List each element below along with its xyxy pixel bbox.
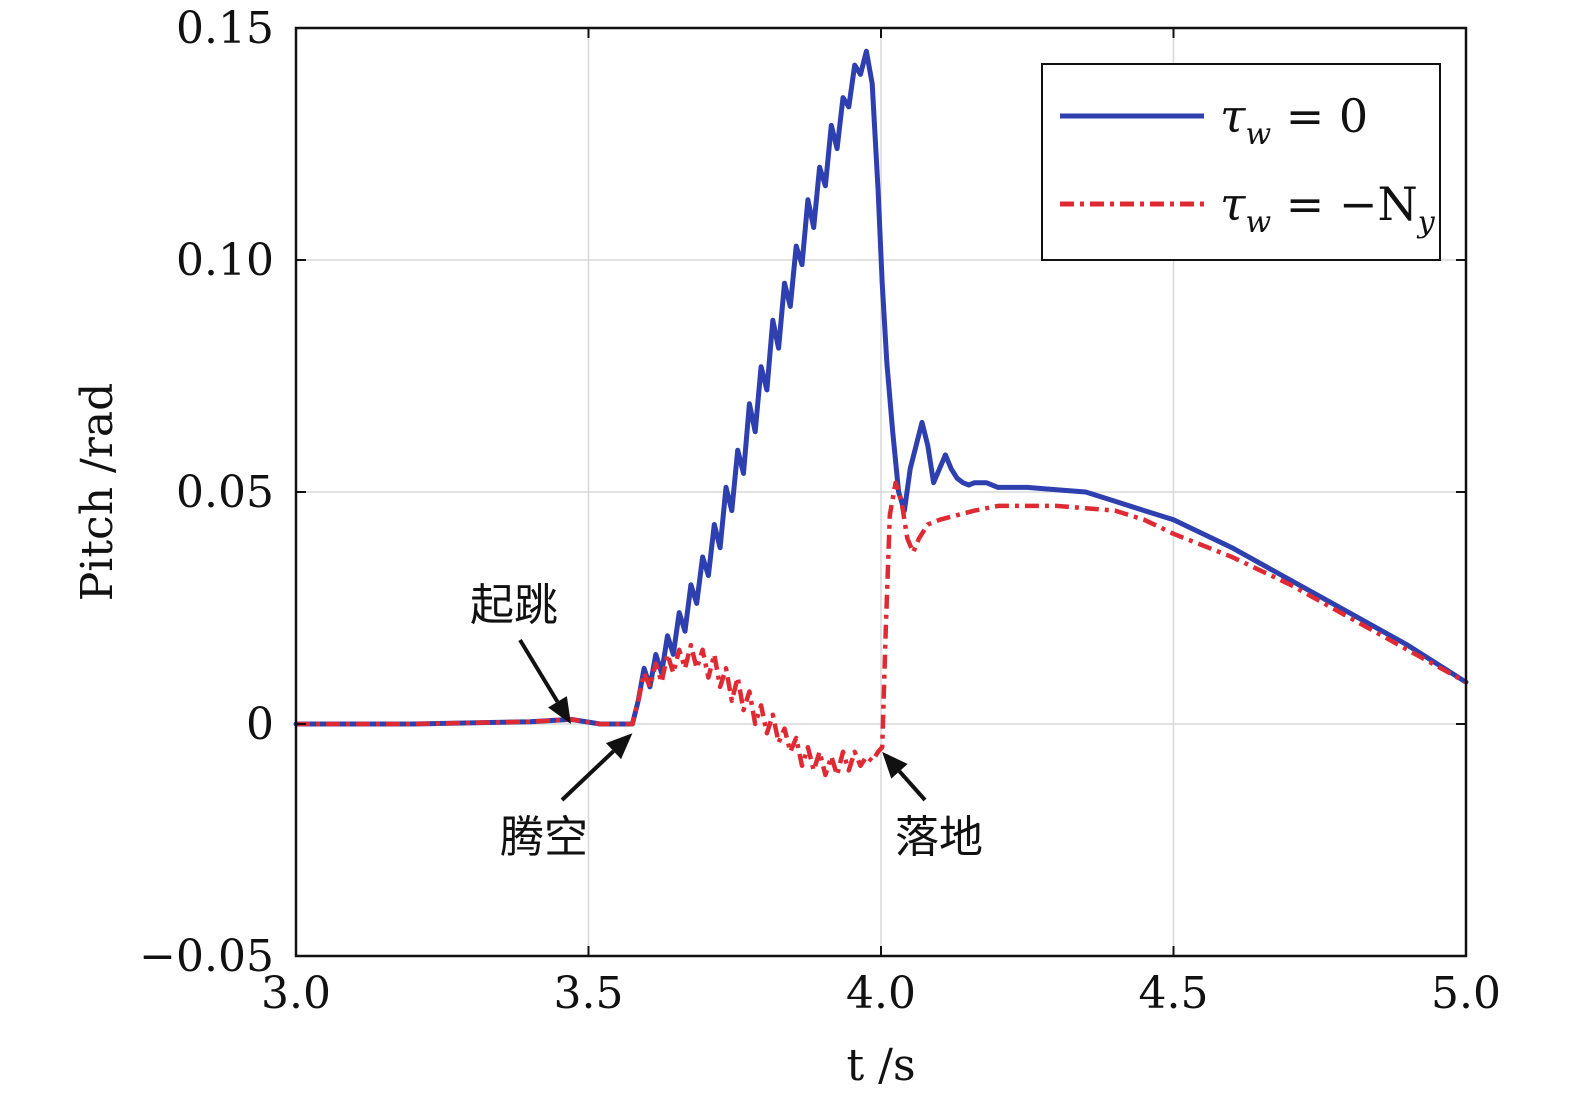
series-line-tau-zero (293, 48, 1469, 727)
annotation-arrowhead (548, 696, 571, 724)
annotation-arrow (897, 769, 927, 802)
annotation-arrow (560, 749, 615, 802)
y-tick-label: 0.15 (176, 3, 274, 54)
x-tick-label: 3.0 (261, 968, 331, 1019)
y-tick-label: 0 (246, 699, 274, 750)
x-tick-label: 4.0 (846, 968, 916, 1019)
legend-label-tau-neg-ny: τw = −Ny (1220, 177, 1436, 240)
annotation-label: 落地 (895, 812, 983, 863)
x-tick-label: 5.0 (1431, 968, 1501, 1019)
annotation-arrowhead (882, 751, 908, 779)
series-group (293, 48, 1469, 778)
y-axis-label: Pitch /rad (72, 383, 123, 602)
legend-label-tau-zero: τw = 0 (1220, 89, 1368, 152)
legend-box (1041, 63, 1441, 261)
ticks: 3.0 3.5 4.0 4.5 5.0 −0.05 0 0.05 0.10 0.15 (139, 3, 1501, 1019)
y-tick-label: −0.05 (139, 931, 274, 982)
series-line-tau-neg-ny (296, 480, 1468, 778)
x-tick-label: 3.5 (554, 968, 624, 1019)
y-tick-label: 0.05 (176, 467, 274, 518)
legend: τw = 0 τw = −Ny (1041, 63, 1441, 261)
annotation-arrow (518, 638, 560, 703)
annotation-label: 起跳 (470, 580, 558, 631)
annotation-arrowhead (605, 733, 633, 760)
x-tick-label: 4.5 (1139, 968, 1209, 1019)
x-axis-label: t /s (846, 1040, 915, 1091)
annotation-label: 腾空 (500, 812, 588, 863)
y-tick-label: 0.10 (176, 235, 274, 286)
